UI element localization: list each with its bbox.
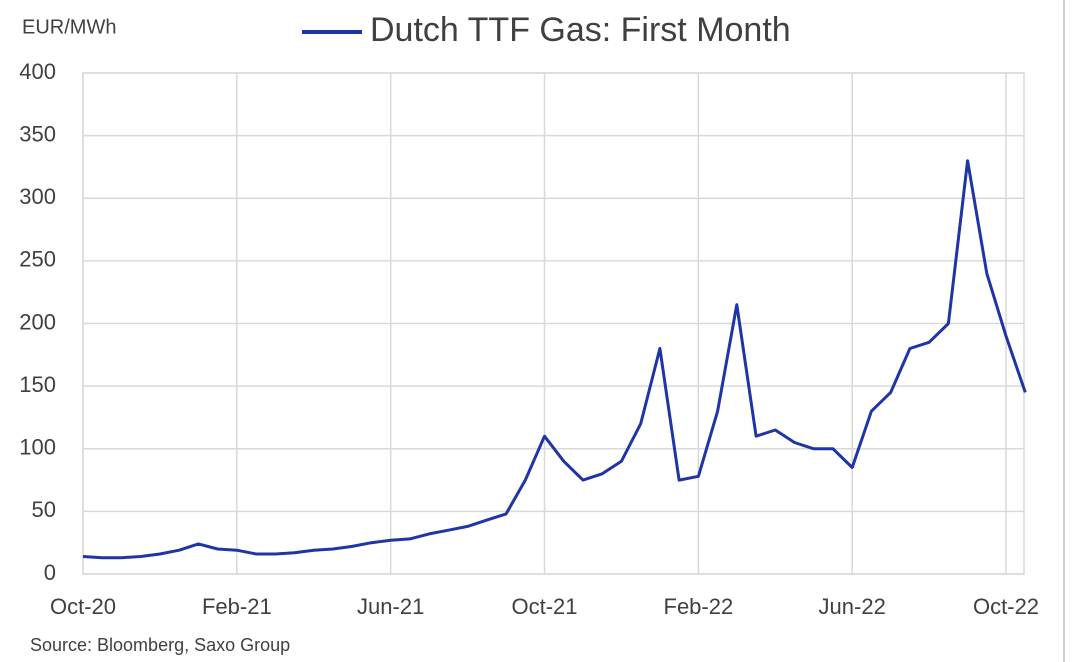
y-tick-label: 0 (44, 560, 56, 585)
y-tick-label: 400 (19, 59, 56, 84)
y-axis-label: EUR/MWh (22, 16, 116, 38)
source-note: Source: Bloomberg, Saxo Group (30, 635, 290, 655)
y-tick-label: 250 (19, 247, 56, 272)
x-tick-label: Feb-21 (202, 594, 272, 619)
x-tick-label: Oct-20 (50, 594, 116, 619)
y-tick-label: 200 (19, 309, 56, 334)
x-tick-label: Jun-22 (819, 594, 886, 619)
series-line (82, 159, 1027, 560)
x-tick-label: Oct-22 (973, 594, 1039, 619)
y-tick-label: 100 (19, 435, 56, 460)
y-tick-label: 150 (19, 372, 56, 397)
plot-frame (82, 72, 1025, 575)
x-tick-label: Feb-22 (664, 594, 734, 619)
y-tick-label: 350 (19, 121, 56, 146)
legend-label: Dutch TTF Gas: First Month (370, 11, 791, 49)
x-tick-label: Jun-21 (357, 594, 424, 619)
x-tick-label: Oct-21 (512, 594, 578, 619)
y-tick-label: 300 (19, 184, 56, 209)
y-tick-label: 50 (32, 497, 56, 522)
